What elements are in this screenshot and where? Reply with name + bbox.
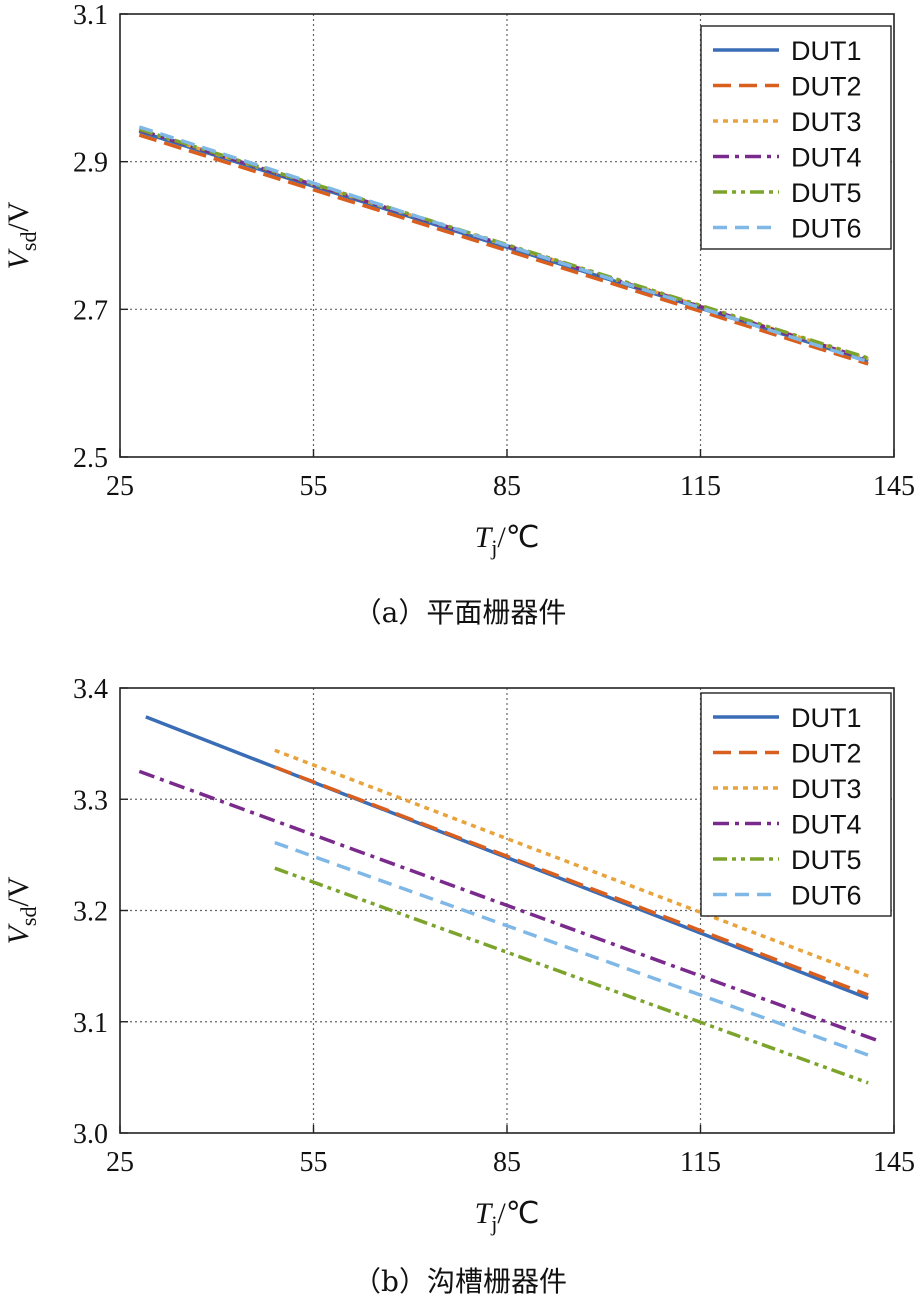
chart-a-legend-label-dut1: DUT1 bbox=[791, 36, 862, 66]
chart-b-y-axis-unit: /V bbox=[2, 876, 35, 906]
chart-a-xtick-label: 85 bbox=[493, 471, 521, 502]
chart-a-ytick-label: 2.9 bbox=[73, 148, 108, 179]
chart-a-ytick-label: 2.5 bbox=[73, 443, 108, 474]
chart-b-x-axis-label: Tj/℃ bbox=[475, 1197, 540, 1236]
chart-b-x-axis-unit: /℃ bbox=[497, 1197, 539, 1230]
chart-a-legend-label-dut4: DUT4 bbox=[791, 143, 862, 173]
chart-b-ytick-label: 3.1 bbox=[73, 1008, 108, 1039]
chart-b-y-axis-sub: sd bbox=[16, 907, 41, 927]
chart-b-x-axis-var: T bbox=[475, 1197, 494, 1230]
chart-a-xtick-label: 25 bbox=[106, 471, 134, 502]
chart-b-caption: （b）沟槽栅器件 bbox=[353, 1265, 567, 1298]
chart-a-svg: 25 55 85 115 145 2.5 2.7 2.9 3.1 Tj/℃ Vsd/V DUT1 DUT… bbox=[2, 0, 915, 629]
chart-a-legend-box bbox=[700, 25, 892, 250]
chart-b-xtick-label: 55 bbox=[300, 1147, 328, 1178]
chart-b-legend-label-dut4: DUT4 bbox=[791, 810, 862, 840]
chart-a-legend-label-dut6: DUT6 bbox=[791, 214, 862, 244]
chart-b-series-line-dut5 bbox=[274, 866, 869, 1085]
chart-a-xtick-label: 55 bbox=[300, 471, 328, 502]
chart-b-series-line-dut2 bbox=[274, 765, 869, 997]
chart-b-y-axis-label: Vsd/V bbox=[2, 876, 41, 944]
chart-b-legend-label-dut6: DUT6 bbox=[791, 881, 862, 911]
chart-b-xtick-label: 25 bbox=[106, 1147, 134, 1178]
chart-b-xtick-label: 85 bbox=[493, 1147, 521, 1178]
chart-a-series-line-dut6 bbox=[138, 125, 869, 364]
chart-a-ytick-label: 3.1 bbox=[73, 0, 108, 31]
chart-a-x-axis-label: Tj/℃ bbox=[475, 521, 540, 560]
chart-a-y-axis-sub: sd bbox=[16, 232, 41, 252]
chart-a-y-axis-unit: /V bbox=[2, 201, 35, 231]
chart-a-legend-label-dut3: DUT3 bbox=[791, 107, 862, 137]
chart-b: 25 55 85 115 145 3.0 3.1 3.2 3.3 3.4 Tj/℃ Vsd/V DUT1… bbox=[0, 655, 921, 1307]
chart-b-legend-label-dut3: DUT3 bbox=[791, 774, 862, 804]
chart-a-series-line-dut2 bbox=[138, 133, 869, 366]
chart-a-xtick-label: 145 bbox=[873, 471, 915, 502]
chart-b-legend-label-dut1: DUT1 bbox=[791, 703, 862, 733]
chart-b-y-axis-var: V bbox=[2, 922, 35, 944]
chart-b-legend-label-dut2: DUT2 bbox=[791, 739, 862, 769]
chart-a-x-axis-sub: j bbox=[490, 535, 497, 560]
chart-a-xtick-label: 115 bbox=[680, 471, 721, 502]
chart-b-ytick-label: 3.0 bbox=[73, 1119, 108, 1150]
chart-b-series-line-dut6 bbox=[274, 840, 869, 1057]
chart-a-y-axis-label: Vsd/V bbox=[2, 201, 41, 269]
chart-a-x-axis-unit: /℃ bbox=[497, 521, 539, 554]
chart-a: 25 55 85 115 145 2.5 2.7 2.9 3.1 Tj/℃ Vsd/V DUT1 DUT… bbox=[0, 0, 921, 650]
chart-b-xtick-label: 115 bbox=[680, 1147, 721, 1178]
chart-b-x-axis-sub: j bbox=[490, 1211, 497, 1236]
chart-a-y-axis-var: V bbox=[2, 247, 35, 269]
chart-b-ytick-label: 3.2 bbox=[73, 897, 108, 928]
chart-b-series-line-dut4 bbox=[138, 769, 882, 1044]
chart-b-svg: 25 55 85 115 145 3.0 3.1 3.2 3.3 3.4 Tj/℃ Vsd/V DUT1… bbox=[2, 674, 915, 1298]
chart-b-xtick-label: 145 bbox=[873, 1147, 915, 1178]
chart-a-legend-label-dut2: DUT2 bbox=[791, 72, 862, 102]
chart-b-legend-box bbox=[700, 692, 892, 917]
chart-a-caption: （a）平面栅器件 bbox=[354, 596, 567, 629]
chart-a-legend-label-dut5: DUT5 bbox=[791, 178, 862, 208]
chart-b-legend-label-dut5: DUT5 bbox=[791, 845, 862, 875]
chart-b-ytick-label: 3.4 bbox=[73, 674, 108, 705]
chart-a-ytick-label: 2.7 bbox=[73, 295, 108, 326]
chart-a-x-axis-var: T bbox=[475, 521, 494, 554]
chart-b-ytick-label: 3.3 bbox=[73, 785, 108, 816]
